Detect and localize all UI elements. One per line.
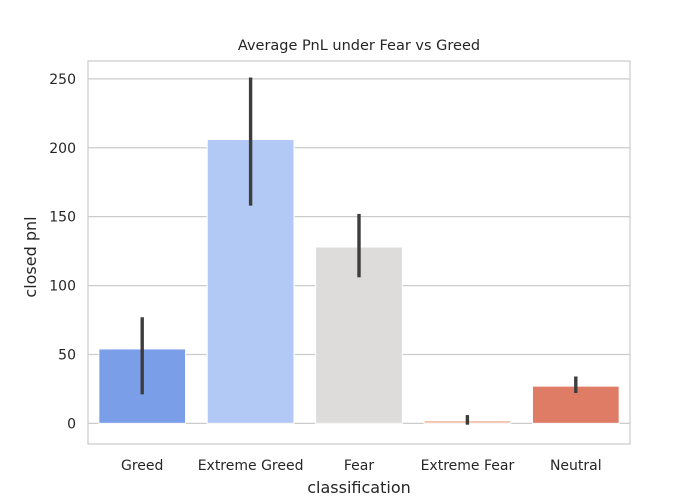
x-tick-label: Neutral (550, 458, 602, 474)
error-bars (140, 77, 578, 425)
x-tick-label: Extreme Greed (198, 458, 304, 474)
y-tick-labels: 0 50 100 150 200 250 (49, 72, 76, 432)
chart-title: Average PnL under Fear vs Greed (238, 38, 480, 54)
plot-frame (87, 60, 631, 445)
y-tick-label: 0 (67, 416, 76, 432)
y-tick-label: 150 (49, 210, 76, 226)
y-tick-label: 50 (58, 347, 76, 363)
x-axis-label: classification (307, 478, 411, 497)
x-tick-label: Extreme Fear (421, 458, 515, 474)
x-tick-label: Fear (344, 458, 374, 474)
y-tick-label: 100 (49, 279, 76, 295)
y-axis-label: closed pnl (21, 216, 40, 297)
x-tick-label: Greed (121, 458, 163, 474)
y-tick-label: 250 (49, 72, 76, 88)
y-tick-label: 200 (49, 141, 76, 157)
x-tick-labels: Greed Extreme Greed Fear Extreme Fear Neutra… (121, 458, 602, 474)
